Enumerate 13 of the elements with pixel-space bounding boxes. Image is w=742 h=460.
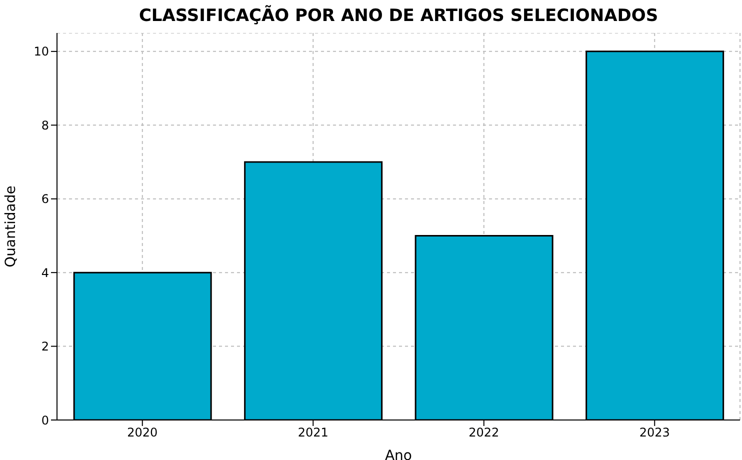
x-tick-label: 2020	[127, 426, 158, 440]
x-tick-label: 2022	[468, 426, 500, 440]
chart-title: CLASSIFICAÇÃO POR ANO DE ARTIGOS SELECIONADOS	[138, 6, 660, 26]
x-tick-label: 2023	[639, 426, 670, 440]
y-tick-label: 4	[41, 266, 49, 280]
y-tick-label: 2	[41, 340, 49, 354]
y-tick-label: 6	[41, 192, 49, 206]
y-tick-label: 0	[41, 413, 49, 428]
y-tick-label: 10	[34, 44, 49, 59]
x-tick-label: 2021	[298, 426, 328, 440]
x-axis-title: Ano	[384, 448, 412, 460]
y-axis-title: Quantidade	[2, 186, 19, 268]
y-tick-label: 8	[41, 118, 49, 132]
